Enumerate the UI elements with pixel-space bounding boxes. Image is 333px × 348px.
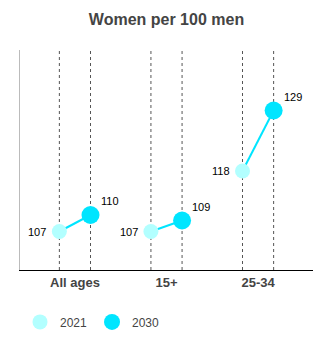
svg-text:All ages: All ages — [50, 275, 100, 290]
svg-text:2021: 2021 — [60, 316, 87, 330]
svg-text:25-34: 25-34 — [241, 275, 275, 290]
svg-text:109: 109 — [192, 201, 210, 213]
svg-text:2030: 2030 — [132, 316, 159, 330]
svg-text:107: 107 — [120, 226, 138, 238]
svg-text:15+: 15+ — [155, 275, 177, 290]
svg-text:118: 118 — [212, 165, 230, 177]
svg-text:Women per 100 men: Women per 100 men — [89, 11, 244, 28]
svg-text:110: 110 — [101, 195, 119, 207]
svg-text:107: 107 — [28, 226, 46, 238]
svg-text:129: 129 — [284, 91, 302, 103]
